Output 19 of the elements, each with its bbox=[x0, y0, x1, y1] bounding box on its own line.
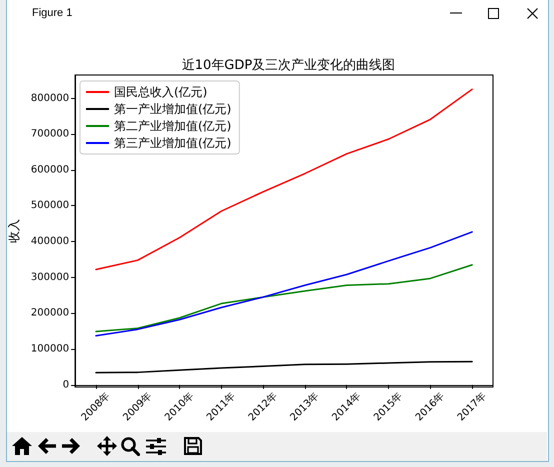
legend-label: 第二产业增加值(亿元) bbox=[114, 119, 232, 133]
y-tick-label: 500000 bbox=[30, 200, 70, 212]
y-tick-label: 100000 bbox=[30, 344, 70, 355]
y-tick-label: 200000 bbox=[30, 308, 70, 319]
line-series bbox=[95, 264, 473, 332]
y-tick-label: 800000 bbox=[30, 92, 70, 104]
y-tick-label: 700000 bbox=[30, 128, 70, 140]
caption: Figure 1 bbox=[32, 7, 72, 19]
y-axis-title: 收入 bbox=[7, 219, 21, 243]
y-tick-label: 400000 bbox=[30, 236, 70, 248]
legend-label: 国民总收入(亿元) bbox=[114, 85, 208, 99]
y-tick-label: 600000 bbox=[30, 164, 70, 176]
y-tick-label: 0 bbox=[62, 379, 70, 390]
y-tick-label: 300000 bbox=[30, 272, 70, 283]
legend-label: 第三产业增加值(亿元) bbox=[114, 136, 232, 150]
chart-title: 近10年GDP及三次产业变化的曲线图 bbox=[182, 58, 396, 73]
legend-label: 第一产业增加值(亿元) bbox=[114, 102, 232, 116]
line-series bbox=[95, 231, 473, 337]
line-series bbox=[95, 360, 473, 374]
